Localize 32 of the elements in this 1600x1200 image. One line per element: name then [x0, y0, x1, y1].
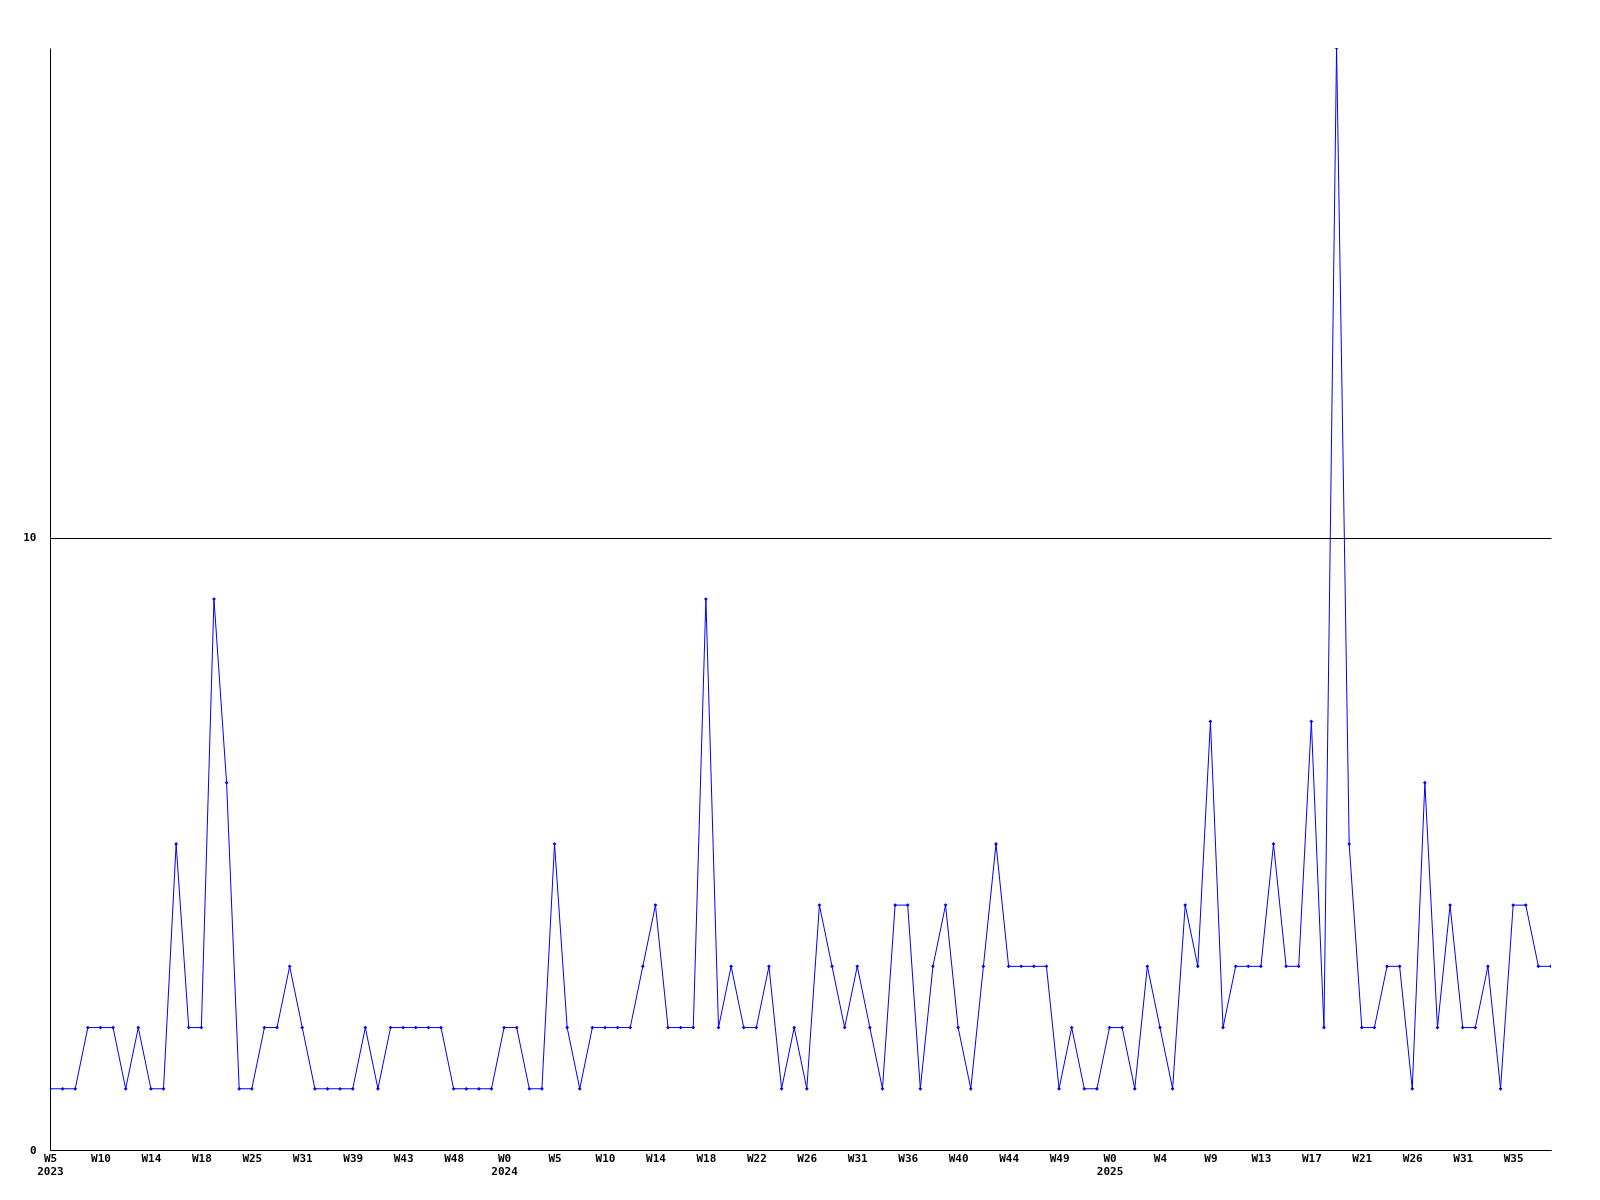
x-tick-label: W31	[1453, 1151, 1474, 1165]
x-tick-label: W14	[646, 1151, 667, 1165]
x-tick-label: W5 2023	[37, 1151, 64, 1178]
x-tick-label: W36	[898, 1151, 919, 1165]
x-tick-label: W14	[141, 1151, 162, 1165]
x-tick-label: W18	[191, 1151, 212, 1165]
x-tick-label: W44	[999, 1151, 1020, 1165]
x-tick-label: W43	[393, 1151, 414, 1165]
x-tick-label: W13	[1251, 1151, 1272, 1165]
x-tick-label: W9	[1204, 1151, 1218, 1165]
x-tick-label: W49	[1049, 1151, 1070, 1165]
x-tick-label: W10	[595, 1151, 616, 1165]
x-tick-label: W31	[292, 1151, 314, 1165]
x-tick-label: W25	[242, 1151, 263, 1165]
y-tick-label: 0	[29, 1143, 37, 1157]
x-tick-label: W22	[746, 1151, 767, 1165]
y-tick-label: 10	[23, 531, 37, 545]
x-tick-label: W48	[444, 1151, 465, 1165]
x-tick-label: W0 2025	[1096, 1151, 1124, 1178]
x-tick-label: W39	[343, 1151, 364, 1165]
x-tick-label: W21	[1352, 1151, 1373, 1165]
x-tick-label: W0 2024	[491, 1151, 519, 1178]
x-tick-label: W26	[797, 1151, 818, 1165]
x-tick-label: W35	[1503, 1151, 1524, 1165]
x-tick-label: W4	[1153, 1151, 1168, 1165]
x-tick-label: W10	[91, 1151, 111, 1165]
x-tick-label: W26	[1402, 1151, 1424, 1165]
x-tick-label: W40	[948, 1151, 969, 1165]
x-tick-label: W31	[847, 1151, 869, 1165]
x-tick-label: W5	[548, 1151, 562, 1165]
x-tick-label: W17	[1301, 1151, 1322, 1165]
x-tick-label: W18	[696, 1151, 717, 1165]
